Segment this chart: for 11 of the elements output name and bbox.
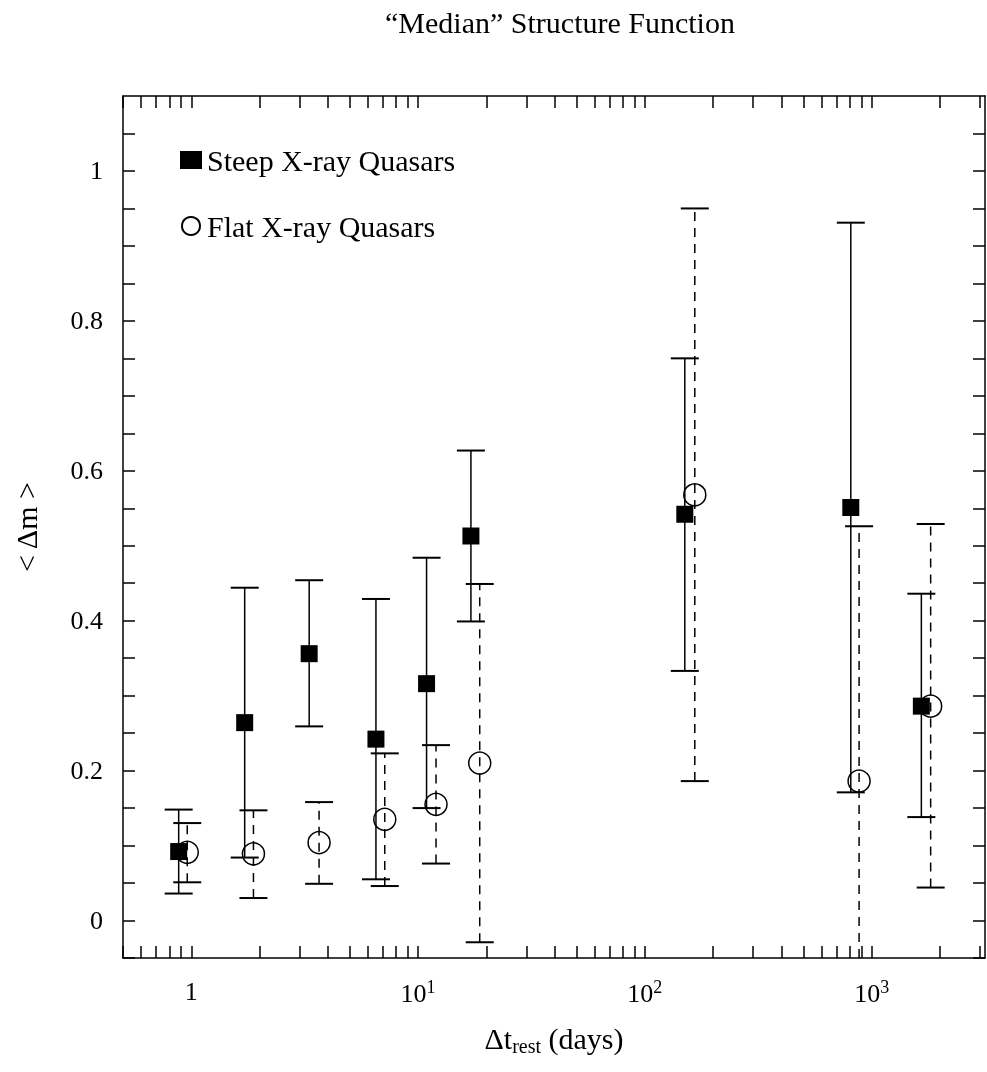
y-tick-label: 0 xyxy=(90,906,103,936)
legend-label: Steep X-ray Quasars xyxy=(207,143,456,177)
legend-label: Flat X-ray Quasars xyxy=(207,209,436,243)
y-tick-label: 0.6 xyxy=(70,456,103,486)
y-tick-label: 1 xyxy=(90,156,103,186)
chart-title: “Median” Structure Function xyxy=(385,5,735,39)
y-axis-title: < Δm > xyxy=(9,482,43,572)
y-tick-label: 0.2 xyxy=(70,756,103,786)
y-tick-label: 0.4 xyxy=(70,606,103,636)
y-tick-label: 0.8 xyxy=(70,306,103,336)
x-tick-label: 1 xyxy=(184,976,198,1006)
